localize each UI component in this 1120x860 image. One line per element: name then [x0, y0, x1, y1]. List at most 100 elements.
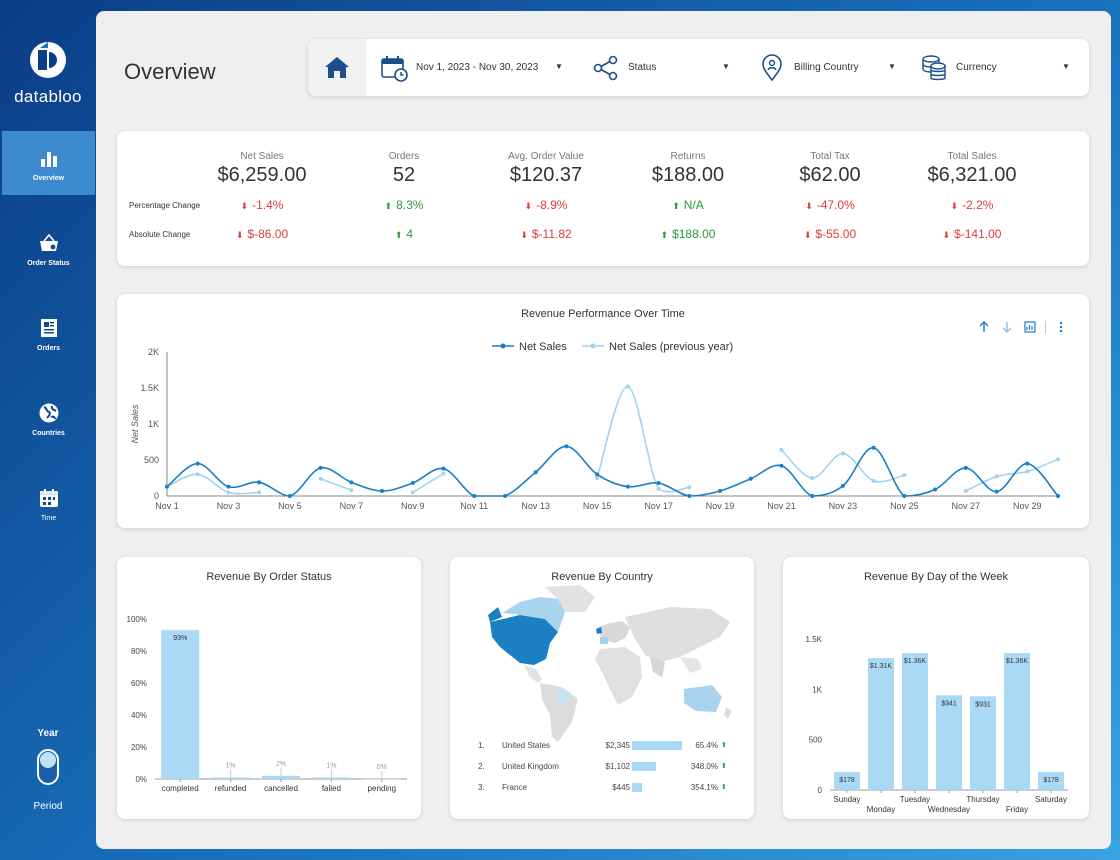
- country-rank: 2.: [478, 762, 485, 771]
- legend-marker: [500, 343, 506, 349]
- x-tick-label: Friday: [1006, 805, 1028, 814]
- year-period-toggle[interactable]: [37, 749, 59, 785]
- x-tick-label: Nov 27: [952, 501, 981, 511]
- sidebar-item-label: Countries: [32, 430, 65, 437]
- bar-value-label: $178: [1043, 777, 1059, 784]
- revenue-by-country-card: Revenue By Country 1. United States $2,345…: [450, 557, 754, 819]
- data-point: [472, 494, 477, 498]
- kpi-pct-change: ⬆ 8.3%: [344, 198, 464, 212]
- bar-friday: [1004, 653, 1030, 790]
- chart-title: Revenue By Order Status: [206, 571, 332, 583]
- data-point: [502, 494, 507, 498]
- data-point: [656, 481, 661, 486]
- arrow-up-icon: ⬆: [721, 784, 727, 791]
- chart-title: Revenue By Day of the Week: [863, 571, 1009, 583]
- kpi-change-value: 4: [406, 227, 414, 241]
- bar-cancelled: [262, 775, 300, 779]
- country-revenue: $2,345: [605, 741, 630, 750]
- kpi-value: 52: [392, 164, 416, 186]
- data-point: [195, 461, 200, 466]
- data-point: [287, 494, 292, 498]
- bar-value-label: 1%: [326, 762, 336, 769]
- databloo-logo-icon: [30, 42, 66, 78]
- x-tick-label: Nov 29: [1013, 501, 1042, 511]
- chevron-down-icon: ▼: [888, 62, 896, 71]
- kpi-total-sales: Total Sales $6,321.00: [912, 151, 1032, 187]
- sidebar-item-orders[interactable]: Orders: [2, 301, 95, 365]
- brand-logo[interactable]: databloo: [8, 40, 88, 107]
- filter-bar: Nov 1, 2023 - Nov 30, 2023 ▼ Status ▼ Bi…: [308, 39, 1089, 96]
- kpi-change-value: 8.3%: [396, 198, 424, 212]
- country-name: United States: [502, 741, 551, 750]
- order-status-bar-chart: 0% 20% 40% 60% 80% 100% 93% completed 1% refunded…: [127, 615, 407, 793]
- arrow-up-icon: ⬆: [394, 230, 403, 240]
- sidebar-item-order-status[interactable]: Order Status: [2, 216, 95, 280]
- billing-country-filter-label: Billing Country: [794, 62, 859, 73]
- chevron-down-icon: ▼: [722, 62, 730, 71]
- country-rank: 3.: [478, 783, 485, 792]
- kpi-scorecard-panel: Percentage Change Absolute Change Net Sa…: [117, 131, 1089, 266]
- arrow-up-icon: ⬆: [660, 230, 669, 240]
- sidebar-item-overview[interactable]: Overview: [2, 131, 95, 195]
- toggle-knob: [40, 752, 56, 768]
- country-row[interactable]: 3. France $445 354.1% ⬆: [450, 783, 754, 797]
- country-row[interactable]: 1. United States $2,345 65.4% ⬆: [450, 741, 754, 755]
- kpi-value: $6,259.00: [217, 164, 307, 186]
- country-change: 354.1%: [690, 783, 718, 792]
- globe-icon: [39, 403, 58, 423]
- data-point: [595, 472, 600, 477]
- kpi-change-value: -1.4%: [252, 198, 284, 212]
- y-tick-label: 40%: [131, 711, 147, 720]
- x-tick-label: Nov 9: [401, 501, 425, 511]
- data-point: [165, 484, 169, 489]
- data-point: [226, 490, 231, 495]
- toggle-label-period: Period: [33, 801, 63, 812]
- more-options-icon[interactable]: [1057, 321, 1065, 333]
- kpi-change-value: $-55.00: [815, 227, 857, 241]
- status-filter-label: Status: [628, 62, 657, 73]
- sidebar-item-label: Overview: [32, 175, 65, 182]
- y-axis-label: Net Sales: [130, 404, 140, 444]
- kpi-returns: Returns $188.00: [628, 151, 748, 187]
- data-point: [963, 488, 968, 493]
- currency-filter-label: Currency: [956, 62, 997, 73]
- x-tick-label: Nov 25: [890, 501, 919, 511]
- data-point: [1056, 457, 1060, 462]
- kpi-value: $120.37: [509, 164, 583, 186]
- x-tick-label: Nov 11: [460, 501, 488, 511]
- x-tick-label: failed: [322, 784, 341, 793]
- legend-marker: [590, 343, 596, 349]
- x-tick-label: cancelled: [264, 784, 298, 793]
- data-point: [994, 474, 999, 479]
- home-button[interactable]: [308, 39, 366, 96]
- status-filter[interactable]: Status ▼: [592, 39, 735, 96]
- sort-ascending-icon[interactable]: [978, 321, 990, 333]
- x-tick-label: Wednesday: [928, 805, 970, 814]
- bar-wednesday: [936, 695, 962, 790]
- data-point: [410, 481, 415, 486]
- arrow-down-icon: ⬇: [942, 230, 951, 240]
- data-point: [902, 473, 907, 478]
- bar-chart-icon: [40, 152, 57, 167]
- x-tick-label: Nov 7: [340, 501, 364, 511]
- x-tick-label: Sunday: [833, 795, 860, 804]
- x-tick-label: Monday: [867, 805, 895, 814]
- revenue-by-order-status-card: Revenue By Order Status 0% 20% 40% 60% 80% 10…: [117, 557, 421, 819]
- data-point: [349, 488, 354, 493]
- data-point: [779, 447, 784, 452]
- date-range-filter[interactable]: Nov 1, 2023 - Nov 30, 2023 ▼: [380, 39, 570, 96]
- sort-descending-icon[interactable]: [1001, 321, 1013, 333]
- y-tick-label: 0%: [135, 775, 147, 784]
- world-map[interactable]: [450, 577, 754, 757]
- billing-country-filter[interactable]: Billing Country ▼: [758, 39, 898, 96]
- drill-chart-icon[interactable]: [1024, 321, 1036, 333]
- sidebar-item-time[interactable]: Time: [2, 471, 95, 535]
- data-point: [994, 489, 999, 494]
- sidebar-item-countries[interactable]: Countries: [2, 386, 95, 450]
- data-point: [810, 494, 815, 498]
- series-line-net-sales-previous-year: [166, 473, 260, 495]
- bar-saturday: [1038, 772, 1064, 790]
- country-row[interactable]: 2. United Kingdom $1,102 348.0% ⬆: [450, 762, 754, 776]
- kpi-change-value: -8.9%: [536, 198, 568, 212]
- currency-filter[interactable]: Currency ▼: [920, 39, 1070, 96]
